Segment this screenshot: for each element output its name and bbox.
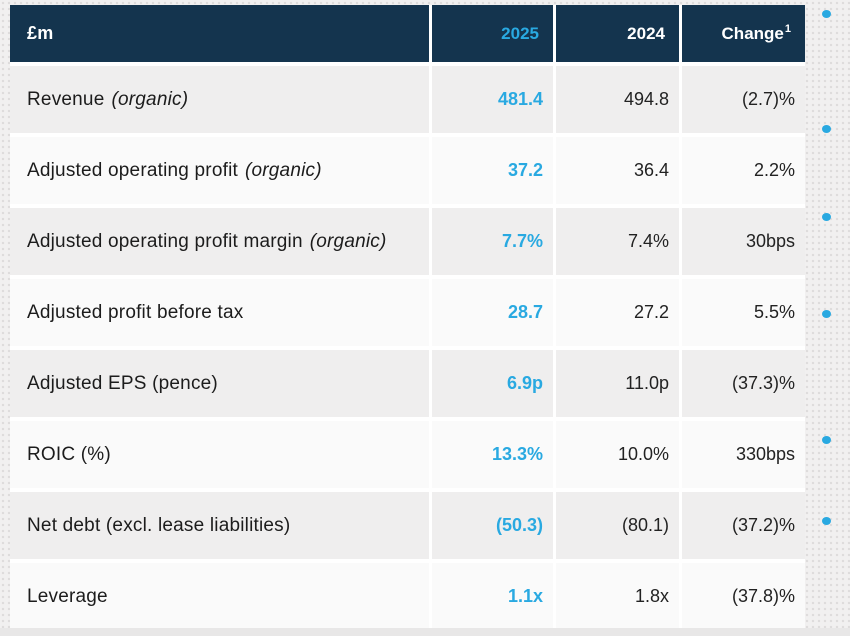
slide-bottom-strip — [0, 628, 850, 636]
value-2025: 6.9p — [432, 350, 553, 417]
table-header-unit: £m — [10, 5, 429, 62]
metric-label-qualifier: (organic) — [244, 159, 322, 181]
value-2024: (80.1) — [556, 492, 679, 559]
value-2025: 37.2 — [432, 137, 553, 204]
metric-label-text: Adjusted operating profit margin — [27, 230, 303, 252]
metric-label-qualifier: (organic) — [309, 230, 387, 252]
value-2025: 481.4 — [432, 66, 553, 133]
value-2024: 7.4% — [556, 208, 679, 275]
value-2024: 36.4 — [556, 137, 679, 204]
unit-label: £m — [27, 23, 54, 43]
bullet-dot — [822, 310, 831, 318]
value-change: 5.5% — [682, 279, 805, 346]
value-change: 2.2% — [682, 137, 805, 204]
value-2025: 13.3% — [432, 421, 553, 488]
value-change: (37.8)% — [682, 563, 805, 630]
metric-label-adj-operating-profit-margin: Adjusted operating profit margin (organi… — [10, 208, 429, 275]
column-label-change: Change — [721, 23, 784, 43]
metric-label-revenue: Revenue (organic) — [10, 66, 429, 133]
value-2024: 11.0p — [556, 350, 679, 417]
value-2025: (50.3) — [432, 492, 553, 559]
bullet-dot — [822, 213, 831, 221]
value-change: 30bps — [682, 208, 805, 275]
metric-label-text: Leverage — [27, 585, 108, 607]
column-label-2025: 2025 — [501, 23, 539, 43]
value-2024: 10.0% — [556, 421, 679, 488]
metric-label-text: Adjusted operating profit — [27, 159, 238, 181]
value-2024: 494.8 — [556, 66, 679, 133]
metric-label-text: ROIC (%) — [27, 443, 111, 465]
bullet-dot — [822, 436, 831, 444]
table-header-2024: 2024 — [556, 5, 679, 62]
value-change: (37.3)% — [682, 350, 805, 417]
metric-label-leverage: Leverage — [10, 563, 429, 630]
metric-label-adj-operating-profit: Adjusted operating profit (organic) — [10, 137, 429, 204]
metric-label-adj-profit-before-tax: Adjusted profit before tax — [10, 279, 429, 346]
table-header-2025: 2025 — [432, 5, 553, 62]
footnote-marker: 1 — [784, 23, 791, 35]
value-2025: 28.7 — [432, 279, 553, 346]
value-change: (2.7)% — [682, 66, 805, 133]
value-2024: 1.8x — [556, 563, 679, 630]
table-header-change: Change 1 — [682, 5, 805, 62]
value-change: (37.2)% — [682, 492, 805, 559]
metric-label-text: Revenue — [27, 88, 105, 110]
metric-label-roic: ROIC (%) — [10, 421, 429, 488]
metric-label-text: Net debt (excl. lease liabilities) — [27, 514, 291, 536]
metric-label-adj-eps: Adjusted EPS (pence) — [10, 350, 429, 417]
value-2024: 27.2 — [556, 279, 679, 346]
value-2025: 1.1x — [432, 563, 553, 630]
value-change: 330bps — [682, 421, 805, 488]
financial-highlights-table: £m 2025 2024 Change 1 Revenue (organic) 4… — [10, 5, 805, 630]
metric-label-net-debt: Net debt (excl. lease liabilities) — [10, 492, 429, 559]
metric-label-qualifier: (organic) — [111, 88, 189, 110]
column-label-2024: 2024 — [627, 23, 665, 43]
metric-label-text: Adjusted EPS (pence) — [27, 372, 218, 394]
bullet-dot — [822, 517, 831, 525]
metric-label-text: Adjusted profit before tax — [27, 301, 244, 323]
bullet-dot — [822, 10, 831, 18]
bullet-dot — [822, 125, 831, 133]
value-2025: 7.7% — [432, 208, 553, 275]
